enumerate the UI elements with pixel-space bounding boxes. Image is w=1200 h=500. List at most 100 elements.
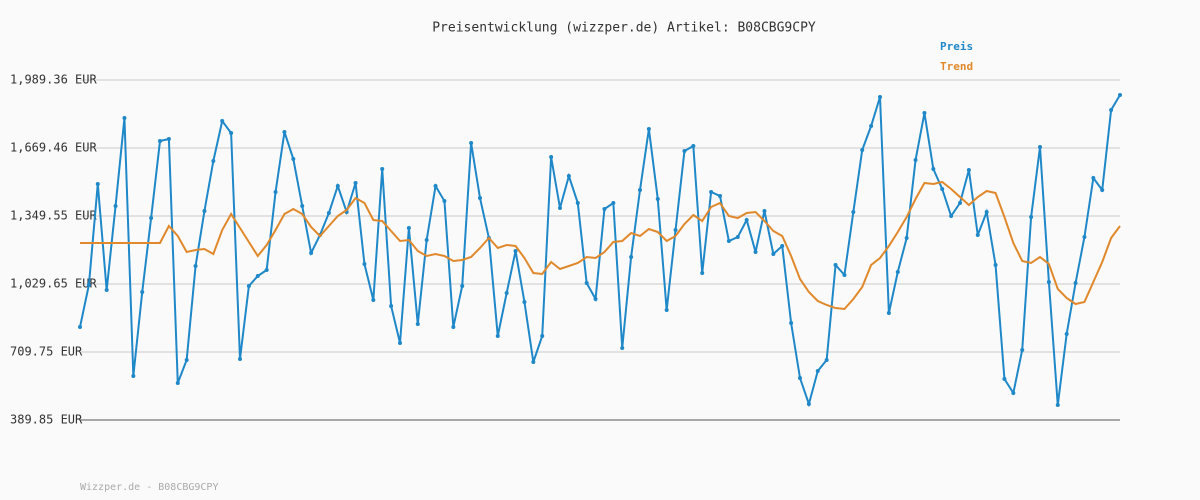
point bbox=[949, 214, 954, 219]
point bbox=[993, 263, 998, 268]
legend-label: Preis bbox=[940, 40, 973, 53]
point bbox=[718, 194, 722, 199]
point bbox=[869, 124, 874, 129]
point bbox=[326, 210, 331, 215]
point bbox=[433, 183, 438, 188]
point bbox=[273, 190, 278, 195]
point bbox=[1002, 377, 1007, 382]
point bbox=[371, 297, 376, 302]
point bbox=[1118, 92, 1122, 97]
y-tick-label: 709.75 EUR bbox=[10, 345, 83, 359]
point bbox=[655, 197, 660, 202]
point bbox=[1109, 108, 1114, 113]
point bbox=[753, 249, 758, 254]
point bbox=[95, 181, 100, 186]
point bbox=[380, 167, 385, 172]
point bbox=[629, 254, 634, 259]
y-tick-label: 1,989.36 EUR bbox=[10, 73, 97, 87]
point bbox=[851, 209, 856, 214]
point bbox=[415, 321, 420, 326]
point bbox=[886, 311, 891, 316]
point bbox=[638, 187, 642, 192]
point bbox=[78, 324, 82, 329]
point bbox=[842, 272, 847, 277]
point bbox=[131, 374, 136, 379]
point bbox=[575, 201, 580, 206]
point bbox=[549, 155, 554, 160]
point bbox=[504, 291, 509, 296]
point bbox=[175, 381, 180, 386]
point bbox=[975, 232, 980, 237]
point bbox=[1073, 281, 1078, 286]
point bbox=[513, 249, 518, 254]
point bbox=[424, 238, 429, 243]
point bbox=[593, 296, 598, 301]
point bbox=[282, 129, 287, 134]
point bbox=[104, 288, 109, 293]
point bbox=[762, 208, 767, 213]
point bbox=[540, 334, 545, 339]
point bbox=[664, 308, 669, 313]
point bbox=[246, 284, 251, 289]
point bbox=[735, 234, 740, 239]
point bbox=[362, 262, 367, 267]
point bbox=[833, 263, 838, 268]
point bbox=[406, 226, 411, 231]
point bbox=[86, 283, 91, 288]
point bbox=[531, 360, 536, 365]
point bbox=[878, 95, 882, 100]
point bbox=[566, 174, 571, 179]
y-tick-label: 1,669.46 EUR bbox=[10, 140, 97, 154]
point bbox=[522, 299, 527, 304]
point bbox=[789, 320, 794, 325]
point bbox=[113, 204, 118, 209]
point bbox=[1100, 187, 1105, 192]
point bbox=[673, 227, 678, 232]
point bbox=[166, 136, 171, 141]
point bbox=[646, 127, 651, 132]
y-tick-label: 389.85 EUR bbox=[10, 413, 83, 427]
point bbox=[478, 196, 482, 201]
point bbox=[824, 358, 829, 363]
point bbox=[389, 304, 394, 309]
point bbox=[922, 111, 927, 116]
point bbox=[140, 290, 145, 295]
point bbox=[1055, 403, 1060, 408]
point bbox=[202, 208, 207, 213]
point bbox=[495, 334, 500, 339]
point bbox=[211, 159, 216, 164]
y-tick-label: 1,029.65 EUR bbox=[10, 277, 97, 291]
point bbox=[238, 357, 242, 362]
point bbox=[1082, 234, 1087, 239]
point bbox=[229, 131, 234, 136]
point bbox=[895, 270, 900, 275]
point bbox=[558, 205, 562, 210]
point bbox=[1091, 176, 1096, 181]
point bbox=[984, 209, 989, 214]
point bbox=[806, 402, 811, 407]
point bbox=[931, 167, 936, 172]
point bbox=[584, 281, 589, 286]
point bbox=[602, 206, 607, 211]
point bbox=[184, 358, 189, 363]
point bbox=[1011, 390, 1016, 395]
footer: Wizzper.de - B08CBG9CPY bbox=[80, 482, 218, 493]
point bbox=[451, 324, 456, 329]
point bbox=[744, 218, 749, 223]
point bbox=[353, 181, 358, 186]
y-tick-label: 1,349.55 EUR bbox=[10, 209, 97, 223]
point bbox=[1020, 347, 1025, 352]
point bbox=[442, 199, 447, 204]
series-line bbox=[80, 180, 1121, 311]
point bbox=[291, 157, 296, 162]
point bbox=[780, 244, 785, 249]
point bbox=[958, 201, 962, 206]
chart-title: Preisentwicklung (wizzper.de) Artikel: B… bbox=[432, 21, 816, 36]
point bbox=[1064, 332, 1069, 337]
point bbox=[913, 158, 918, 163]
point bbox=[691, 143, 696, 148]
point bbox=[815, 368, 820, 373]
point bbox=[904, 236, 909, 241]
